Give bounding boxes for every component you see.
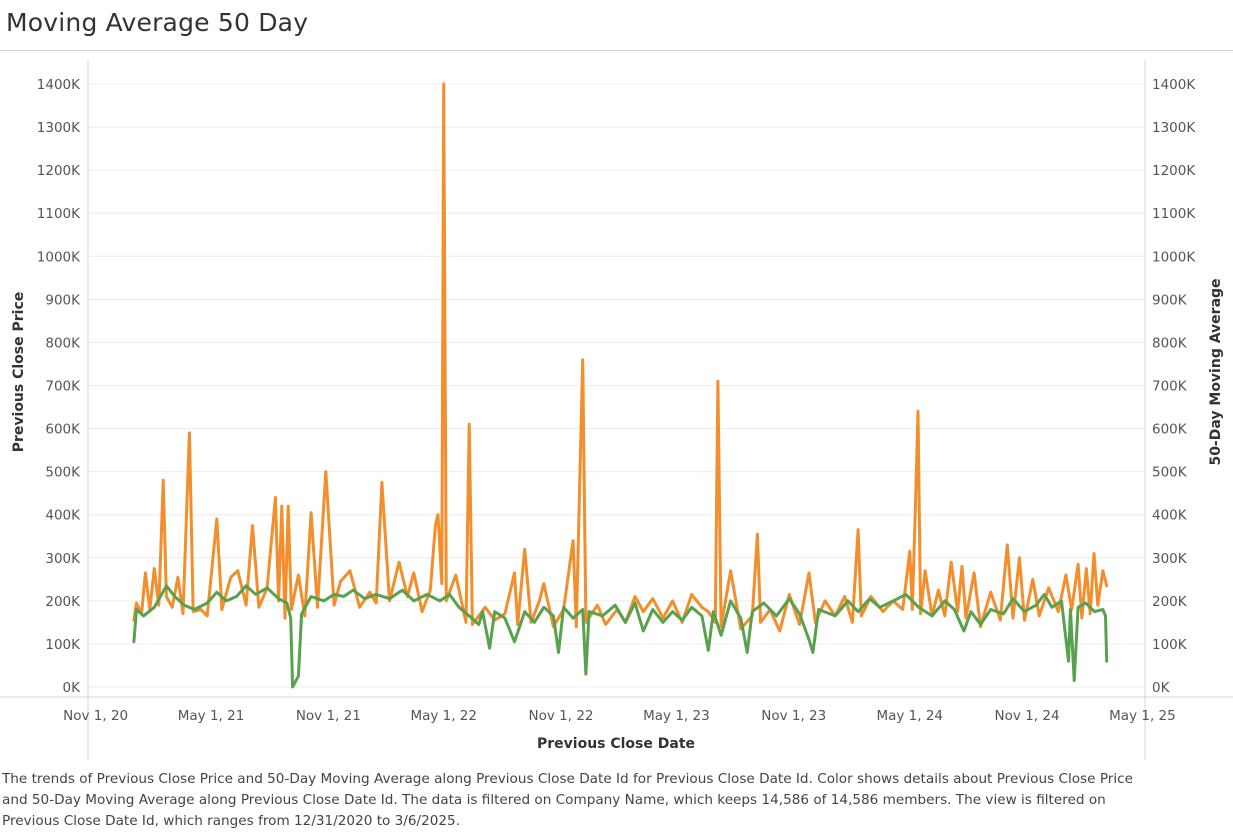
chart-caption: The trends of Previous Close Price and 5…	[2, 771, 1133, 829]
y-axis-right-ticks: 0K 100K 200K 300K 400K 500K 600K 700K 800K 900K 10…	[1152, 77, 1196, 696]
y-tick-label-left: 0K	[63, 680, 82, 696]
y-tick-label-left: 600K	[45, 422, 81, 438]
y-axis-left-ticks: 0K 100K 200K 300K 400K 500K 600K 700K 800K 900K 10…	[37, 77, 81, 696]
gridlines	[88, 83, 1145, 688]
y-tick-label-left: 700K	[45, 379, 81, 395]
y-tick-label-right: 1000K	[1152, 249, 1196, 265]
x-axis-ticks: Nov 1, 20 May 1, 21 Nov 1, 21 May 1, 22 Nov …	[63, 708, 1176, 724]
x-axis-title: Previous Close Date	[537, 736, 695, 752]
x-tick-label: Nov 1, 20	[63, 708, 128, 724]
y-tick-label-left: 100K	[45, 637, 81, 653]
y-axis-right-title: 50-Day Moving Average	[1208, 278, 1224, 465]
x-tick-label: Nov 1, 21	[296, 708, 361, 724]
x-tick-label: Nov 1, 24	[995, 708, 1060, 724]
y-tick-label-left: 200K	[45, 594, 81, 610]
x-tick-label: May 1, 24	[876, 708, 943, 724]
y-tick-label-left: 1200K	[37, 163, 81, 179]
y-tick-label-left: 400K	[45, 508, 81, 524]
x-tick-label: May 1, 21	[178, 708, 245, 724]
y-tick-label-right: 500K	[1152, 465, 1188, 481]
y-tick-label-right: 1400K	[1152, 77, 1196, 93]
y-tick-label-right: 200K	[1152, 594, 1188, 610]
title-divider	[0, 50, 1233, 51]
y-tick-label-right: 700K	[1152, 379, 1188, 395]
axes-frame	[0, 60, 1233, 760]
y-tick-label-right: 0K	[1152, 680, 1171, 696]
y-tick-label-left: 800K	[45, 335, 81, 351]
series-line-50-day-moving-average[interactable]	[132, 584, 1109, 689]
x-tick-label: May 1, 23	[643, 708, 710, 724]
y-tick-label-right: 900K	[1152, 292, 1188, 308]
chart-title: Moving Average 50 Day	[6, 8, 309, 37]
y-tick-label-left: 1300K	[37, 120, 81, 136]
y-tick-label-right: 1200K	[1152, 163, 1196, 179]
y-tick-label-left: 900K	[45, 292, 81, 308]
y-tick-label-left: 1400K	[37, 77, 81, 93]
line-chart[interactable]: 0K 100K 200K 300K 400K 500K 600K 700K 800K 900K 10…	[0, 0, 1233, 765]
y-tick-label-left: 1100K	[37, 206, 81, 222]
x-tick-label: May 1, 25	[1109, 708, 1176, 724]
y-axis-left-title: Previous Close Price	[11, 292, 27, 453]
y-tick-label-right: 1100K	[1152, 206, 1196, 222]
y-tick-label-right: 1300K	[1152, 120, 1196, 136]
series-line-previous-close-price[interactable]	[132, 82, 1109, 633]
y-tick-label-left: 500K	[45, 465, 81, 481]
y-tick-label-right: 100K	[1152, 637, 1188, 653]
y-tick-label-left: 300K	[45, 551, 81, 567]
y-tick-label-right: 400K	[1152, 508, 1188, 524]
series-lines[interactable]	[132, 82, 1109, 689]
y-tick-label-left: 1000K	[37, 249, 81, 265]
y-tick-label-right: 800K	[1152, 335, 1188, 351]
x-tick-label: Nov 1, 22	[529, 708, 594, 724]
y-tick-label-right: 300K	[1152, 551, 1188, 567]
x-tick-label: May 1, 22	[410, 708, 477, 724]
y-tick-label-right: 600K	[1152, 422, 1188, 438]
x-tick-label: Nov 1, 23	[761, 708, 826, 724]
